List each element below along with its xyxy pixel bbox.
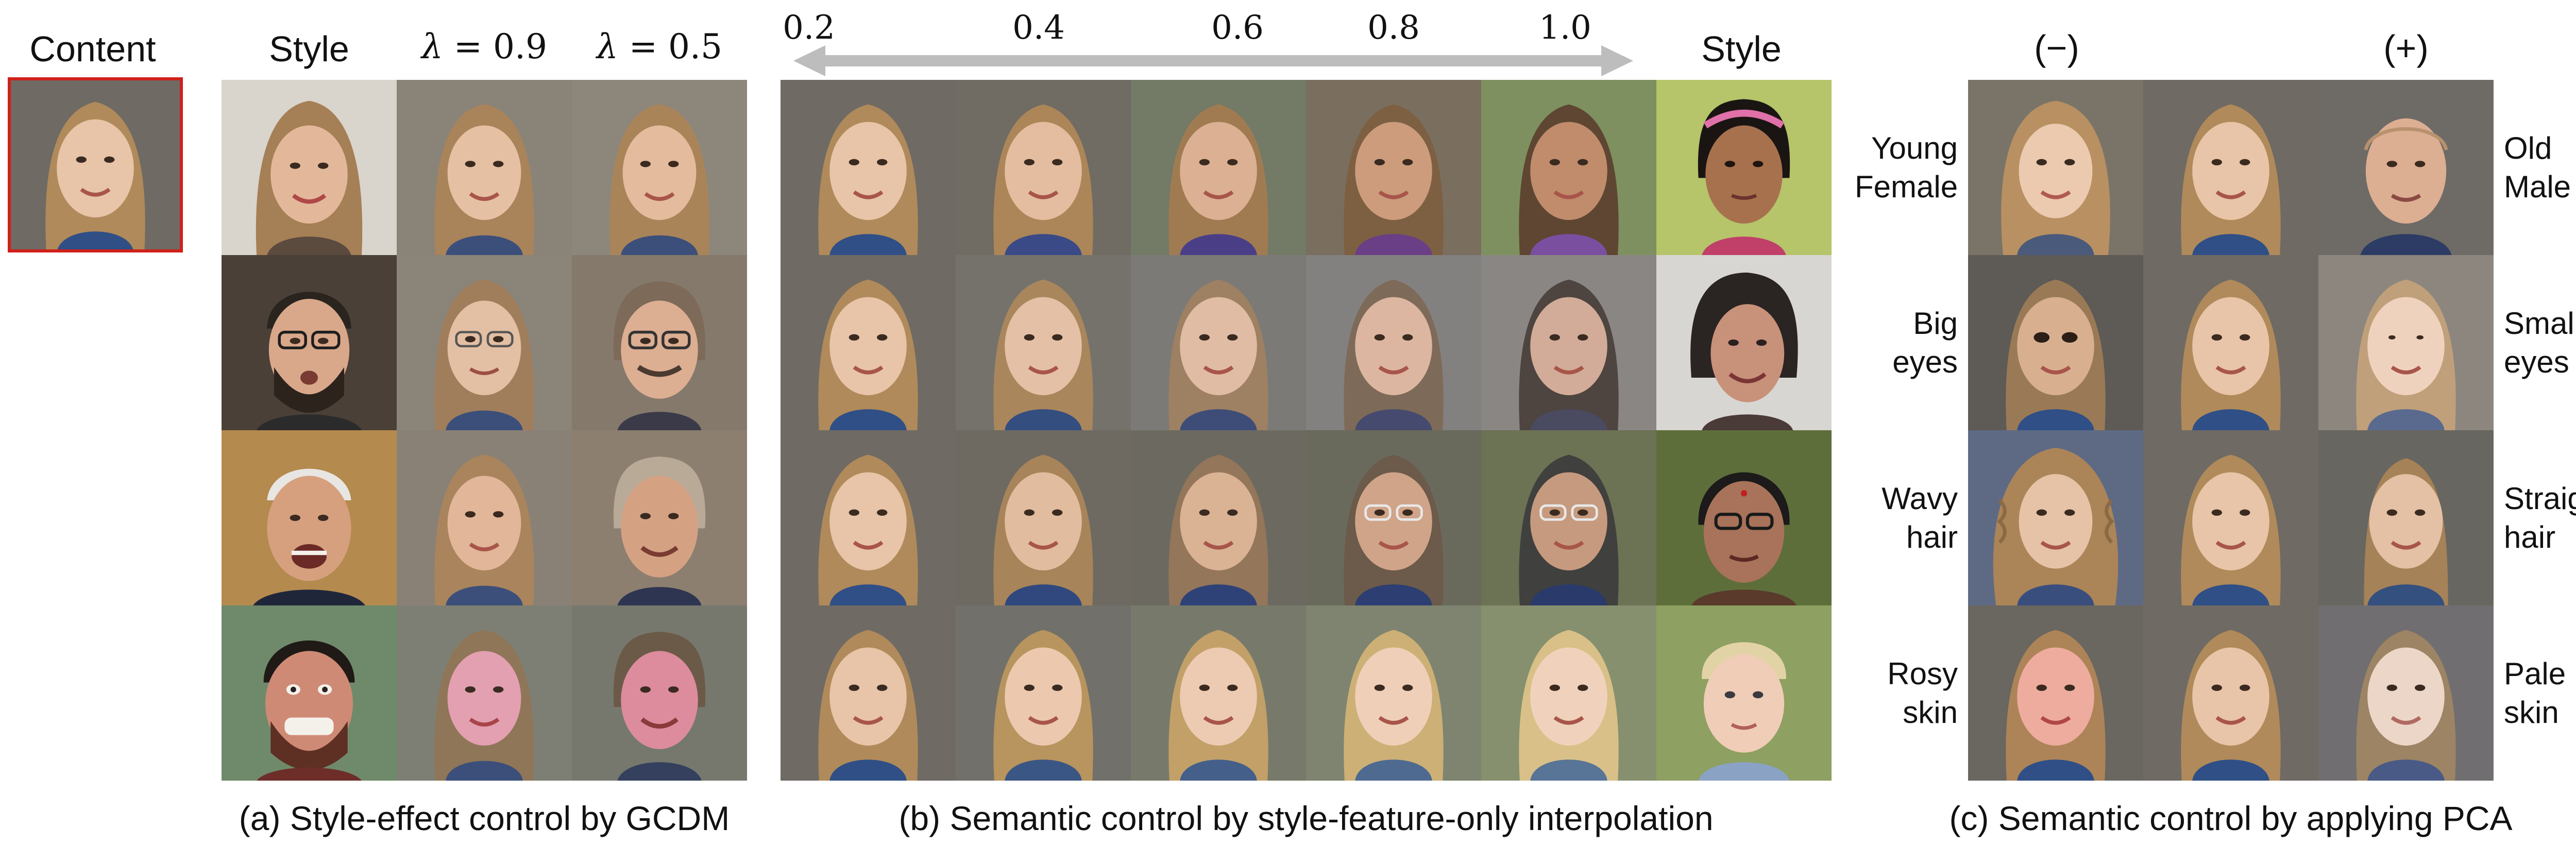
pca-r2-neg <box>1968 255 2143 430</box>
pca-r4-neg <box>1968 605 2143 781</box>
lambda-header-2: λ = 0.5 <box>572 30 747 64</box>
interp-r4-c4 <box>1306 605 1481 781</box>
result-lambda-0-9-row-1 <box>397 80 572 255</box>
result-lambda-0-9-row-2 <box>397 255 572 430</box>
style-image-child <box>1656 605 1832 781</box>
interp-label-0: 0.2 <box>783 9 835 47</box>
pca-negative-header: (−) <box>2034 28 2079 68</box>
interp-r2-c5 <box>1481 255 1656 430</box>
lambda-symbol: λ <box>596 27 618 66</box>
interp-r1-c5 <box>1481 80 1656 255</box>
pca-r1-pos <box>2318 80 2494 255</box>
result-lambda-0-5-row-2 <box>572 255 747 430</box>
result-lambda-0-5-row-3 <box>572 430 747 605</box>
pca-r4-pos <box>2318 605 2494 781</box>
pca-positive-header: (+) <box>2383 28 2429 68</box>
interp-label-1: 0.4 <box>1012 9 1065 47</box>
pca-r2-mid <box>2143 255 2318 430</box>
caption-c: (c) Semantic control by applying PCA <box>1949 799 2513 837</box>
interp-r3-c5 <box>1481 430 1656 605</box>
lambda-value: = 0.5 <box>629 27 723 66</box>
interp-r2-c3 <box>1131 255 1306 430</box>
interp-r1-c2 <box>956 80 1131 255</box>
interp-label-2: 0.6 <box>1211 9 1264 47</box>
style-header-a: Style <box>269 29 349 69</box>
style-image-man-beard <box>222 605 397 781</box>
pca-pos-label-1: Old Male <box>2504 131 2571 204</box>
interp-r2-c1 <box>781 255 956 430</box>
pca-neg-label-3: Wavy hair <box>1882 481 1958 554</box>
pca-r3-mid <box>2143 430 2318 605</box>
pca-neg-label-4: Rosy skin <box>1887 656 1958 730</box>
caption-b: (b) Semantic control by style-feature-on… <box>899 799 1714 837</box>
result-lambda-0-5-row-1 <box>572 80 747 255</box>
pca-r4-mid <box>2143 605 2318 781</box>
interp-r3-c3 <box>1131 430 1306 605</box>
pca-r3-neg <box>1968 430 2143 605</box>
style-image-woman-1 <box>222 80 397 255</box>
interp-r4-c2 <box>956 605 1131 781</box>
result-lambda-0-9-row-3 <box>397 430 572 605</box>
pca-pos-label-4: Pale skin <box>2504 656 2566 730</box>
interp-r2-c4 <box>1306 255 1481 430</box>
interp-label-3: 0.8 <box>1367 9 1420 47</box>
interp-r2-c2 <box>956 255 1131 430</box>
result-lambda-0-5-row-4 <box>572 605 747 781</box>
interp-r4-c1 <box>781 605 956 781</box>
pca-neg-label-1: Young Female <box>1855 131 1958 204</box>
style-image-girl <box>1656 80 1832 255</box>
interp-r4-c3 <box>1131 605 1306 781</box>
content-image <box>8 77 183 252</box>
interp-r1-c1 <box>781 80 956 255</box>
content-header: Content <box>29 29 156 69</box>
interp-label-4: 1.0 <box>1539 9 1591 47</box>
pca-r1-neg <box>1968 80 2143 255</box>
interp-r3-c4 <box>1306 430 1481 605</box>
style-header-b: Style <box>1701 29 1782 69</box>
lambda-header-1: λ = 0.9 <box>397 30 572 64</box>
lambda-symbol: λ <box>421 27 443 66</box>
style-image-elderly-man <box>222 430 397 605</box>
result-lambda-0-9-row-4 <box>397 605 572 781</box>
interp-r3-c2 <box>956 430 1131 605</box>
pca-pos-label-2: Small eyes <box>2504 306 2576 379</box>
content-highlight-border <box>8 77 183 252</box>
interp-r3-c1 <box>781 430 956 605</box>
interp-r1-c3 <box>1131 80 1306 255</box>
interp-r4-c5 <box>1481 605 1656 781</box>
pca-neg-label-2: Big eyes <box>1892 306 1958 379</box>
style-image-woman-2 <box>1656 255 1832 430</box>
interp-r1-c4 <box>1306 80 1481 255</box>
pca-r2-pos <box>2318 255 2494 430</box>
style-image-elderly-woman <box>1656 430 1832 605</box>
pca-r3-pos <box>2318 430 2494 605</box>
caption-a: (a) Style-effect control by GCDM <box>239 799 730 837</box>
lambda-value: = 0.9 <box>453 27 548 66</box>
style-image-man-glasses <box>222 255 397 430</box>
pca-pos-label-3: Straighthair <box>2504 481 2576 554</box>
pca-r1-mid <box>2143 80 2318 255</box>
interpolation-arrow <box>793 45 1633 76</box>
